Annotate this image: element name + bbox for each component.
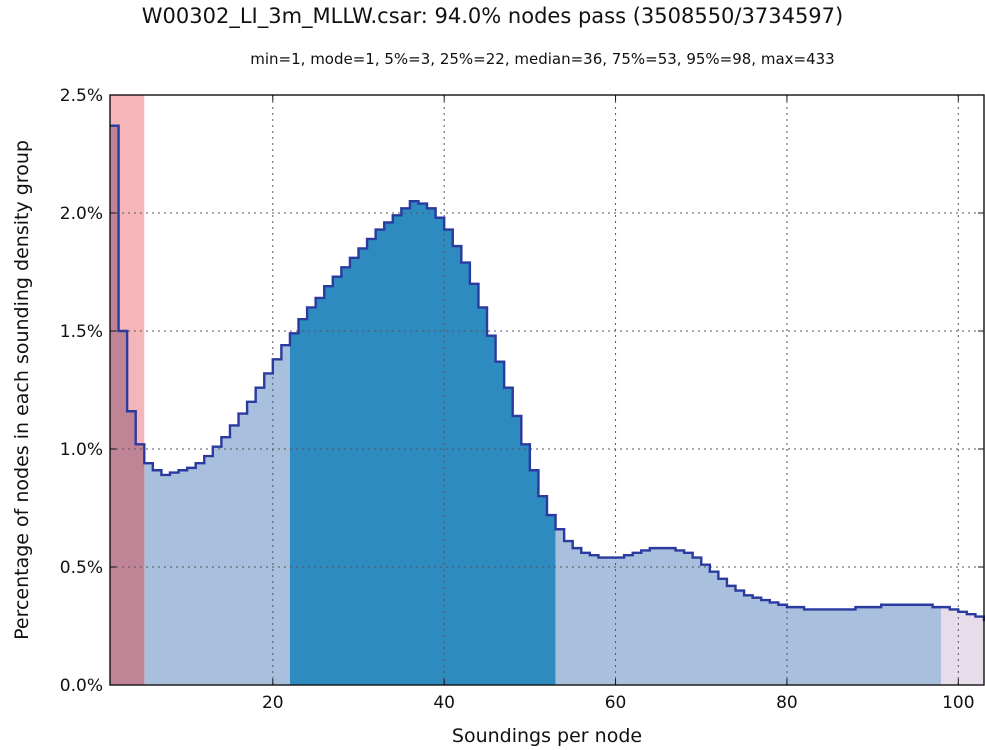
chart-title: W00302_LI_3m_MLLW.csar: 94.0% nodes pass… <box>141 4 844 28</box>
y-tick-label: 1.5% <box>60 322 103 342</box>
shaded-regions <box>110 95 984 686</box>
y-tick-label: 2.5% <box>60 86 103 106</box>
x-tick-label: 40 <box>433 693 455 713</box>
y-tick-label: 2.0% <box>60 204 103 224</box>
plot-frame <box>109 94 985 686</box>
x-tick-label: 60 <box>605 693 627 713</box>
histogram-step-line <box>110 124 985 622</box>
chart-subtitle: min=1, mode=1, 5%=3, 25%=22, median=36, … <box>250 50 835 68</box>
region-5-25- <box>144 345 290 685</box>
x-tick-label: 80 <box>776 693 798 713</box>
y-tick-label: 0.0% <box>60 676 103 696</box>
y-tick-label: 0.5% <box>60 558 103 578</box>
region-75-95- <box>555 529 942 685</box>
x-tick-label: 100 <box>942 693 974 713</box>
x-axis-label: Soundings per node <box>452 725 642 747</box>
region-95- <box>941 607 984 685</box>
region-25-75- <box>289 201 556 685</box>
y-tick-label: 1.0% <box>60 440 103 460</box>
x-tick-label: 20 <box>262 693 284 713</box>
axis-ticks: 20 40 60 80 100 0.0% 0.5% 1.0% 1.5% 2.0% 2.5% <box>60 86 984 713</box>
y-axis-label: Percentage of nodes in each sounding den… <box>11 140 33 640</box>
